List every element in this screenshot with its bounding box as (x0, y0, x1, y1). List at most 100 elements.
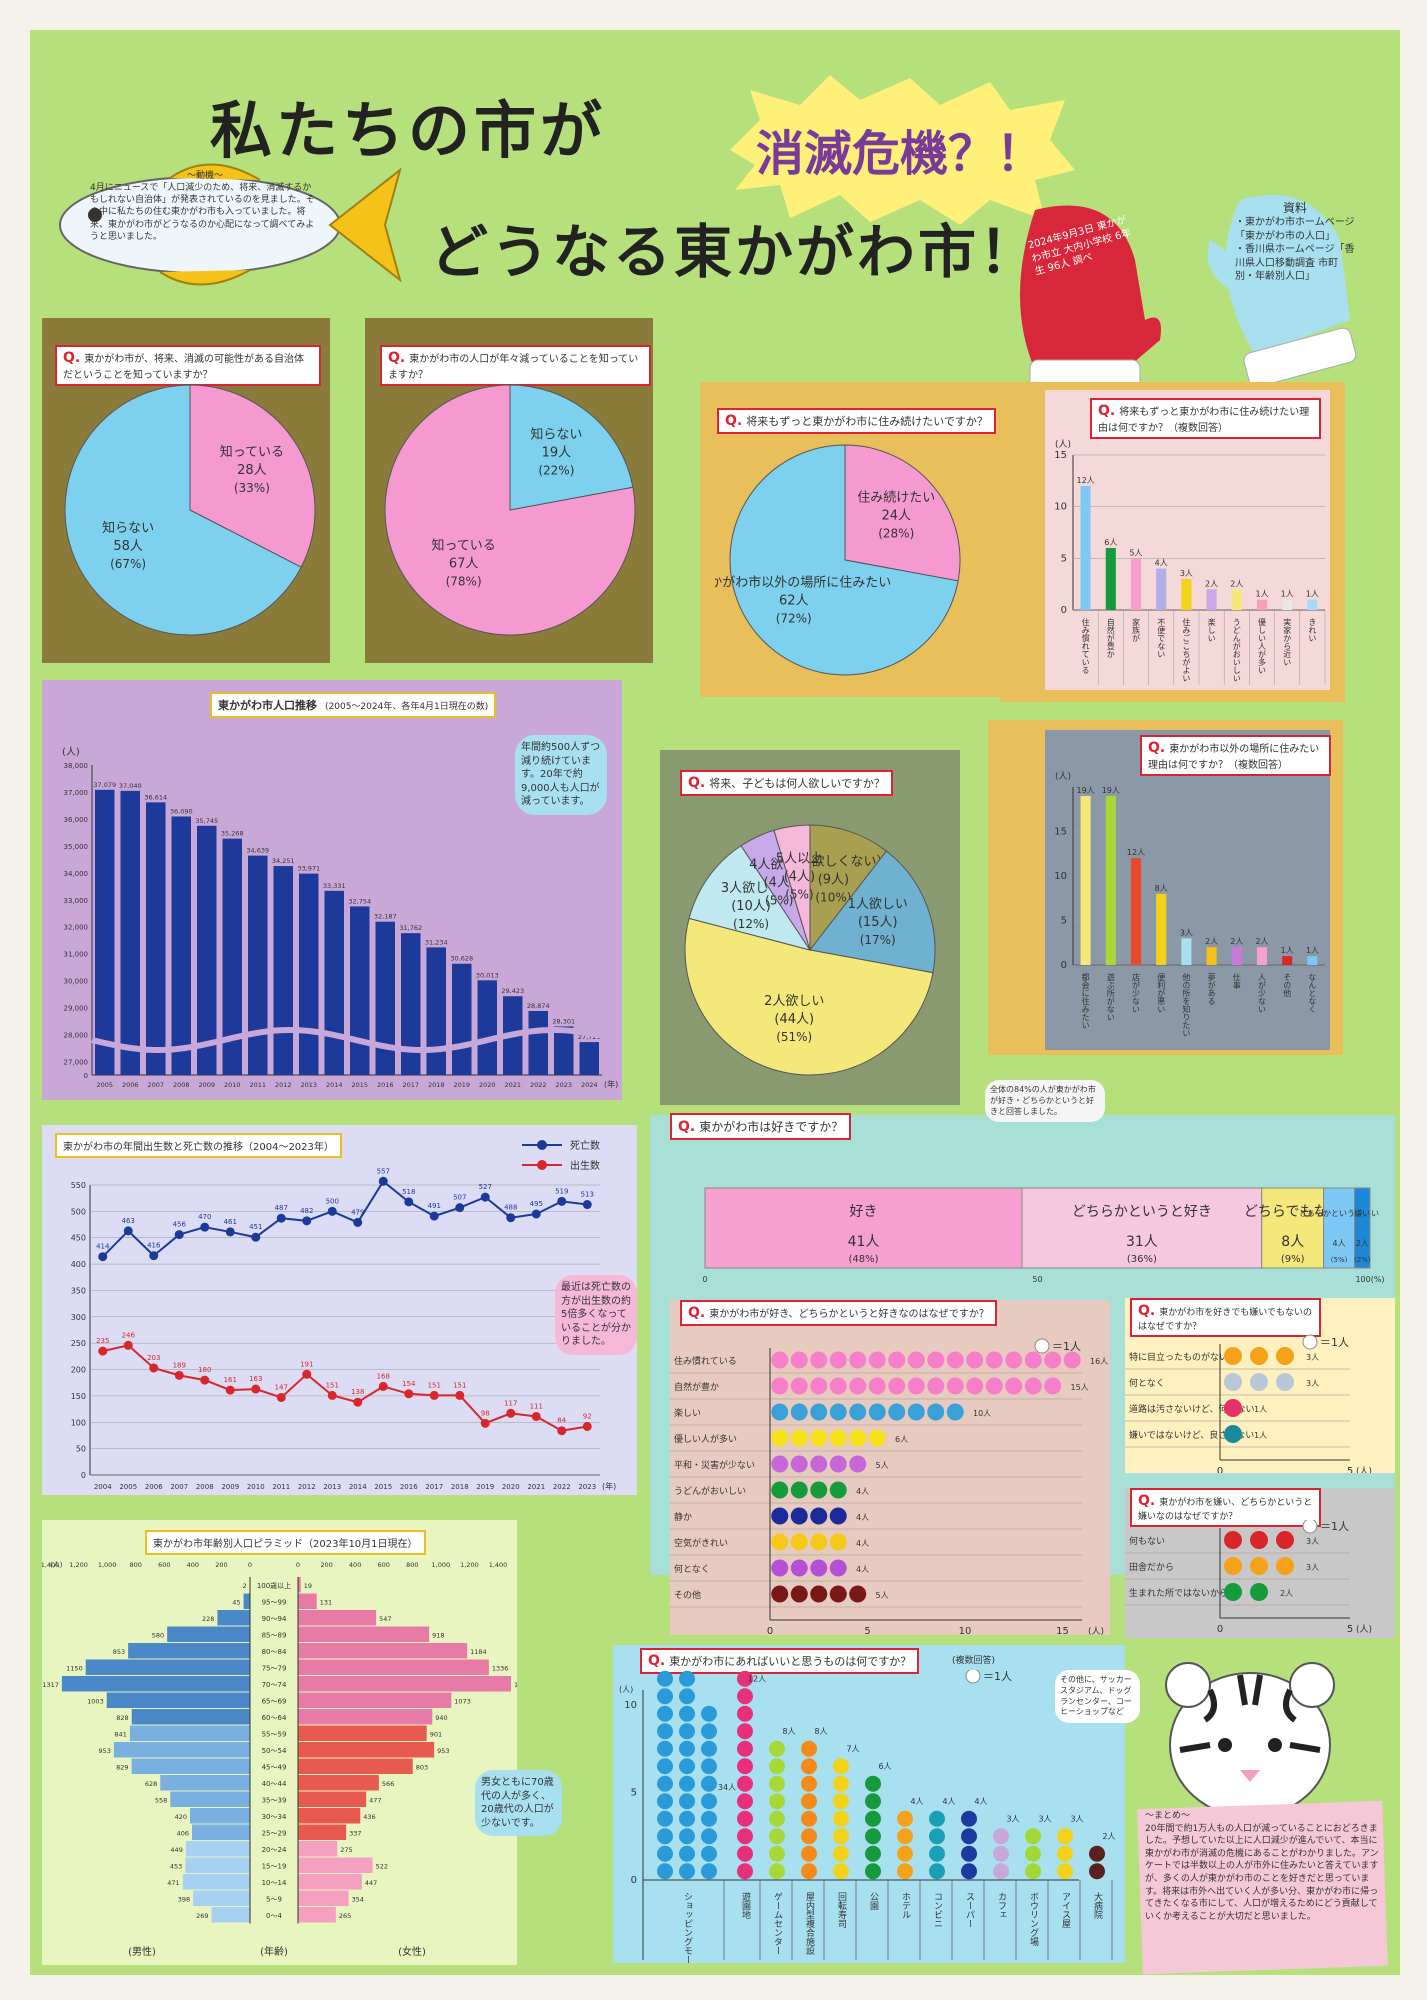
item-label: 何となく (1129, 1377, 1165, 1389)
dot (966, 1377, 984, 1395)
sources-heading: 資料 (1282, 201, 1307, 215)
dot (1250, 1373, 1268, 1391)
dot (1005, 1377, 1023, 1395)
like-segment-count: 8人 (1281, 1234, 1304, 1250)
population-value-label: 30,628 (450, 955, 473, 963)
dot (790, 1429, 808, 1447)
year-label: 2009 (198, 1081, 215, 1089)
pie4-question-text: 将来、子どもは何人欲しいですか？ (709, 777, 885, 790)
dot (810, 1403, 828, 1421)
wants-question: Q. 東かがわ市にあればいいと思うものは何ですか？ (640, 1648, 920, 1674)
x-tick: 0 (1217, 1466, 1223, 1473)
like-question: Q. 東かがわ市は好きですか？ (670, 1113, 852, 1140)
births-value-label: 151 (326, 1381, 339, 1389)
population-bar (222, 838, 242, 1075)
y-tick: 250 (71, 1339, 86, 1348)
dot (701, 1723, 717, 1740)
tiger-illustration (1165, 1662, 1335, 1818)
dot (701, 1758, 717, 1775)
y-tick: 28,000 (64, 1032, 89, 1040)
blue-mitten (1207, 195, 1357, 385)
legend-dot (1034, 1338, 1050, 1354)
dot (1224, 1425, 1242, 1443)
dot (849, 1585, 867, 1603)
births-point (251, 1384, 261, 1394)
dot (985, 1377, 1003, 1395)
pie-slice-pct: (78%) (446, 575, 482, 589)
like-axis-tick: 50 (1032, 1275, 1042, 1284)
year-label: 2012 (298, 1483, 316, 1491)
y-tick: 15 (1054, 450, 1067, 461)
births-point (225, 1385, 235, 1395)
male-bar (182, 1874, 250, 1890)
dot (927, 1377, 945, 1395)
dot (1224, 1583, 1242, 1601)
item-count: 4人 (856, 1539, 869, 1548)
x-tick: 5 (1347, 1466, 1353, 1473)
bar-value-label: 2人 (1205, 937, 1218, 946)
bar (1307, 956, 1318, 965)
dot (737, 1758, 753, 1775)
year-label: 2004 (94, 1483, 112, 1491)
y-unit: (人) (62, 746, 80, 758)
year-label: 2022 (530, 1081, 547, 1089)
burst-shape (730, 75, 1075, 225)
female-bar (298, 1857, 373, 1873)
item-count: 4人 (856, 1513, 869, 1522)
female-bar (298, 1725, 427, 1741)
dot (865, 1828, 881, 1845)
x-tick: 15 (1056, 1626, 1069, 1635)
age-label: 25〜29 (262, 1830, 287, 1838)
population-bar (554, 1026, 574, 1075)
item-label: 回転寿司 (836, 1892, 847, 1928)
pie3-chart: 住み続けたい 24人 (28%) 東かがわ市以外の場所に住みたい 62人 (72%) (715, 444, 961, 676)
population-bar (426, 947, 446, 1075)
dot (1025, 1828, 1041, 1845)
births-point (480, 1418, 490, 1428)
pie4-chart: 0人（欲しくない）(9人)(10%)1人欲しい(15人)(17%)2人欲しい(4… (684, 824, 936, 1076)
age-label: 60〜64 (262, 1714, 287, 1722)
category-label: 人が少ない (1258, 973, 1267, 1013)
births-deaths-title: 東かがわ市の年間出生数と死亡数の推移（2004〜2023年） (55, 1133, 342, 1158)
y-tick: 350 (71, 1286, 86, 1295)
item-label: 屋内型複合施設 (804, 1892, 815, 1956)
dot (771, 1455, 789, 1473)
dot (737, 1705, 753, 1722)
dot (927, 1403, 945, 1421)
dot (657, 1810, 673, 1827)
female-value-label: 1184 (470, 1648, 487, 1656)
y-tick: 10 (624, 1700, 637, 1711)
deaths-value-label: 461 (224, 1218, 237, 1226)
bar-value-label: 2人 (1205, 579, 1218, 588)
item-count: 3人 (1306, 1379, 1319, 1388)
like-segment-pct: (5%) (1331, 1256, 1348, 1264)
like-note: 全体の84%の人が東かがわ市が好き・どちらかというと好きと回答しました。 (985, 1080, 1105, 1123)
dot (833, 1758, 849, 1775)
category-label: 住み慣れている (1081, 617, 1090, 674)
y-tick: 0 (84, 1072, 88, 1080)
bar-value-label: 3人 (1180, 928, 1193, 937)
motive-heading: 〜動機〜 (186, 171, 223, 181)
male-value-label: 558 (155, 1797, 167, 1805)
deaths-value-label: 482 (300, 1207, 313, 1215)
dot (769, 1828, 785, 1845)
population-value-label: 34,639 (246, 847, 269, 855)
item-count: 6人 (895, 1435, 908, 1444)
female-bar (298, 1742, 435, 1758)
age-label: 50〜54 (262, 1747, 287, 1755)
dot (801, 1758, 817, 1775)
births-value-label: 161 (224, 1376, 237, 1384)
like-segment-count: 41人 (848, 1234, 880, 1250)
births-point (302, 1369, 312, 1379)
like-segment-pct: (9%) (1281, 1254, 1305, 1265)
like-segment-label: 嫌い (1354, 1208, 1370, 1218)
dot (801, 1740, 817, 1757)
year-label: 2007 (147, 1081, 164, 1089)
dot (769, 1758, 785, 1775)
poster: 私たちの市が 消滅危機？！ どうなる東かがわ市！ 〜動機〜 4月にニュースで「人… (30, 30, 1400, 1975)
male-value-label: 453 (170, 1863, 182, 1871)
dot (833, 1828, 849, 1845)
pie-slice (773, 824, 811, 951)
female-value-label: 547 (379, 1615, 391, 1623)
